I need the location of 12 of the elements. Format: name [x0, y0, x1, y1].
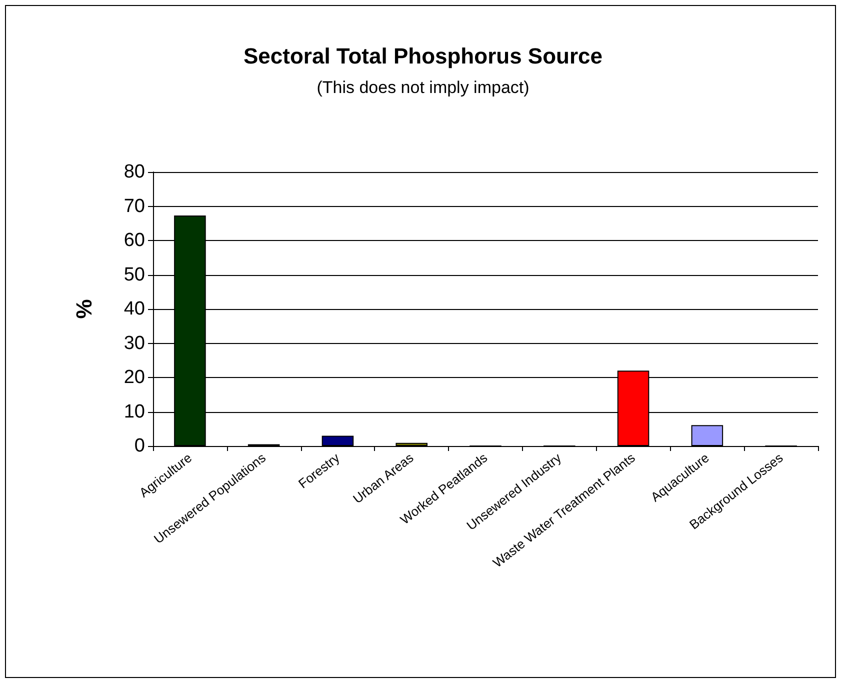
chart-title: Sectoral Total Phosphorus Source — [244, 44, 602, 68]
y-tick-label: 50 — [124, 264, 145, 286]
y-tick-label: 40 — [124, 298, 145, 320]
y-tick-label: 10 — [124, 401, 145, 422]
y-tick-label: 30 — [124, 332, 145, 354]
y-tick-label: 20 — [124, 367, 145, 388]
y-tick-label: 60 — [124, 230, 145, 251]
y-axis-title: % — [72, 299, 96, 319]
y-tick-label: 80 — [124, 162, 145, 182]
y-tick-label: 0 — [134, 436, 145, 456]
chart-subtitle: (This does not imply impact) — [316, 78, 530, 97]
y-tick-label: 70 — [124, 196, 145, 217]
